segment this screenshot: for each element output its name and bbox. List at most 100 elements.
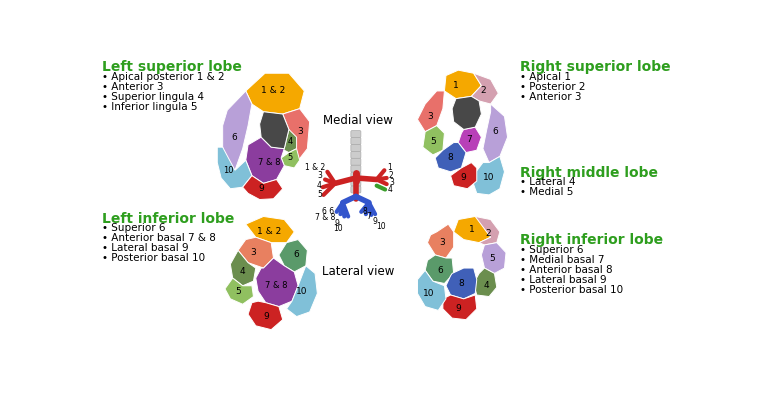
Polygon shape	[423, 126, 445, 155]
Text: • Posterior basal 10: • Posterior basal 10	[102, 254, 205, 263]
FancyBboxPatch shape	[351, 179, 361, 186]
Text: 4: 4	[288, 136, 293, 145]
Text: 3: 3	[389, 178, 394, 187]
Polygon shape	[281, 149, 300, 168]
Text: 6: 6	[492, 127, 498, 136]
Text: 8: 8	[362, 207, 367, 216]
Text: 2: 2	[389, 171, 394, 180]
Text: 2: 2	[480, 86, 485, 96]
Text: Left superior lobe: Left superior lobe	[102, 60, 242, 74]
Text: 8: 8	[458, 279, 464, 288]
Text: 3: 3	[250, 248, 257, 257]
Text: Left inferior lobe: Left inferior lobe	[102, 212, 234, 226]
Text: 3: 3	[439, 238, 445, 247]
Text: 9: 9	[461, 173, 466, 183]
Text: Right middle lobe: Right middle lobe	[520, 166, 658, 180]
Text: 7: 7	[366, 212, 371, 221]
Polygon shape	[238, 237, 273, 268]
FancyBboxPatch shape	[351, 138, 361, 145]
Text: • Posterior 2: • Posterior 2	[520, 82, 585, 92]
Text: 2: 2	[485, 229, 491, 238]
Text: • Superior 6: • Superior 6	[520, 245, 584, 255]
Text: Lateral view: Lateral view	[322, 265, 394, 278]
Polygon shape	[217, 147, 252, 189]
Text: 9: 9	[335, 219, 339, 228]
Text: 9: 9	[258, 184, 264, 193]
Text: 5: 5	[317, 190, 322, 199]
Polygon shape	[454, 216, 491, 243]
Text: • Anterior 3: • Anterior 3	[102, 82, 164, 92]
Text: 7 & 8: 7 & 8	[257, 158, 280, 167]
Polygon shape	[286, 266, 317, 317]
Text: 10: 10	[333, 224, 343, 233]
Text: 5: 5	[430, 136, 435, 145]
Polygon shape	[418, 91, 445, 132]
Text: • Apical 1: • Apical 1	[520, 72, 571, 82]
Polygon shape	[443, 295, 477, 320]
Text: Right superior lobe: Right superior lobe	[520, 60, 670, 74]
Text: 1 & 2: 1 & 2	[305, 164, 325, 173]
Polygon shape	[475, 216, 500, 245]
Polygon shape	[458, 127, 482, 153]
Text: 9: 9	[372, 217, 378, 226]
Text: 9: 9	[263, 312, 269, 321]
Polygon shape	[472, 156, 505, 195]
FancyBboxPatch shape	[351, 130, 361, 138]
Polygon shape	[246, 216, 294, 243]
Polygon shape	[452, 96, 482, 130]
Text: 10: 10	[296, 287, 308, 296]
Polygon shape	[248, 301, 283, 330]
Text: 6 6: 6 6	[323, 207, 334, 216]
Polygon shape	[281, 130, 296, 153]
Polygon shape	[256, 258, 298, 307]
Text: • Anterior 3: • Anterior 3	[520, 92, 581, 102]
Polygon shape	[246, 137, 284, 183]
Text: 5: 5	[489, 254, 495, 262]
Polygon shape	[446, 268, 477, 299]
Text: • Apical posterior 1 & 2: • Apical posterior 1 & 2	[102, 72, 224, 82]
Text: 5: 5	[288, 153, 293, 162]
Text: • Lateral 4: • Lateral 4	[520, 177, 575, 187]
FancyBboxPatch shape	[351, 145, 361, 151]
Text: • Anterior basal 8: • Anterior basal 8	[520, 265, 613, 275]
Text: 4: 4	[240, 267, 246, 276]
Text: • Lateral basal 9: • Lateral basal 9	[102, 243, 188, 254]
Polygon shape	[260, 112, 289, 149]
Text: 6: 6	[231, 133, 237, 142]
Polygon shape	[435, 143, 466, 172]
Polygon shape	[279, 240, 307, 272]
Text: 1 & 2: 1 & 2	[257, 226, 281, 236]
Polygon shape	[283, 109, 310, 162]
Text: 3: 3	[297, 127, 303, 136]
Text: 10: 10	[483, 173, 495, 183]
Text: 7 & 8: 7 & 8	[265, 281, 288, 290]
Text: 9: 9	[455, 305, 461, 313]
Text: 4: 4	[316, 181, 321, 190]
Text: Right inferior lobe: Right inferior lobe	[520, 233, 663, 247]
Text: 1 & 2: 1 & 2	[261, 86, 286, 96]
Text: 10: 10	[423, 289, 435, 298]
Text: 1: 1	[469, 225, 475, 234]
Text: 1: 1	[387, 164, 392, 173]
Text: • Medial basal 7: • Medial basal 7	[520, 255, 604, 265]
FancyBboxPatch shape	[351, 151, 361, 158]
Text: 3: 3	[318, 171, 323, 180]
FancyBboxPatch shape	[351, 165, 361, 172]
Polygon shape	[225, 278, 253, 304]
Text: • Lateral basal 9: • Lateral basal 9	[520, 275, 607, 285]
Polygon shape	[425, 255, 454, 284]
Polygon shape	[230, 250, 256, 286]
Text: • Inferior lingula 5: • Inferior lingula 5	[102, 102, 197, 112]
FancyBboxPatch shape	[351, 158, 361, 165]
Text: 4: 4	[484, 281, 489, 290]
Polygon shape	[451, 162, 477, 189]
Polygon shape	[223, 91, 252, 170]
Text: 8: 8	[448, 153, 453, 162]
Text: • Medial 5: • Medial 5	[520, 187, 573, 197]
Text: • Anterior basal 7 & 8: • Anterior basal 7 & 8	[102, 233, 216, 243]
Text: • Posterior basal 10: • Posterior basal 10	[520, 285, 623, 295]
Polygon shape	[428, 224, 454, 258]
Text: 1: 1	[453, 81, 458, 90]
FancyBboxPatch shape	[351, 186, 361, 193]
Text: 10: 10	[376, 222, 386, 231]
